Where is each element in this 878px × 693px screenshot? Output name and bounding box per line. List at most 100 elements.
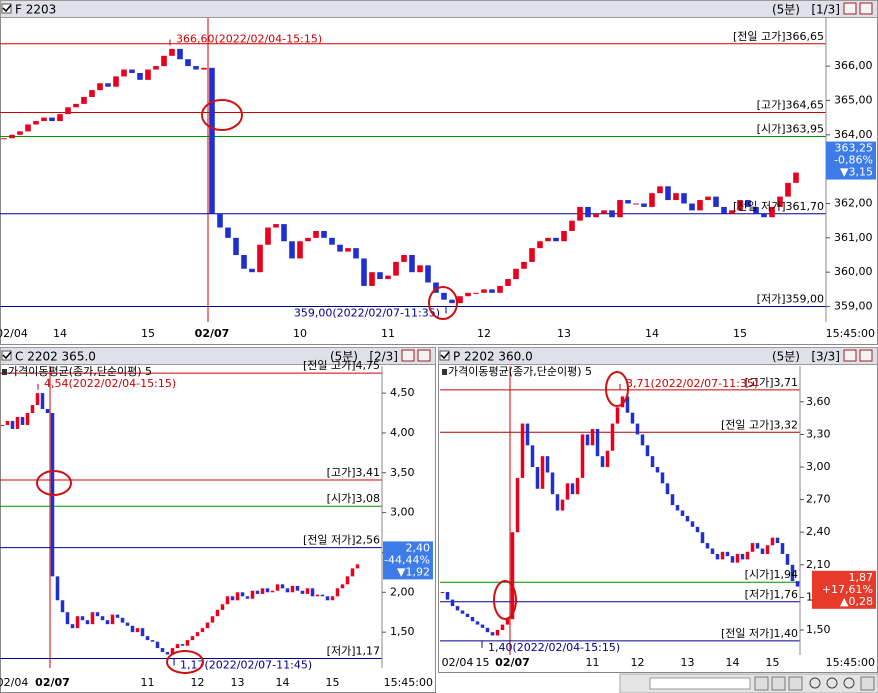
candle: [550, 472, 555, 495]
window-button[interactable]: [843, 349, 857, 362]
candle: [720, 551, 725, 560]
candle: [17, 131, 23, 135]
change-label: ▼1,92: [397, 565, 430, 578]
candle: [655, 467, 660, 473]
candle: [675, 505, 680, 511]
zoom-in[interactable]: [809, 677, 821, 689]
candle: [525, 423, 530, 446]
level-value: 3,41: [356, 466, 381, 479]
candle: [710, 548, 715, 554]
indicator-swatch: [2, 369, 7, 375]
candle: [625, 200, 631, 204]
y-tick-label: 360,00: [834, 265, 873, 278]
level-name: [고가]: [327, 466, 356, 479]
candle: [150, 640, 155, 642]
candle: [545, 237, 551, 242]
candle: [561, 230, 567, 242]
time-label: 15:45:00: [826, 656, 875, 669]
candle: [300, 590, 305, 594]
price-box: [383, 541, 433, 580]
candle: [610, 423, 615, 451]
annotation-label: 366,60(2022/02/04-15:15): [176, 32, 322, 45]
user-ellipses: [36, 99, 629, 674]
window-button[interactable]: [417, 349, 431, 362]
ellipse: [201, 99, 243, 131]
window-button[interactable]: [859, 2, 873, 15]
scroll-pause[interactable]: [771, 676, 786, 691]
checkbox: [439, 350, 450, 361]
candle: [520, 423, 525, 478]
candle: [569, 220, 575, 231]
candle: [337, 244, 343, 252]
y-tick-label: 362,00: [834, 196, 873, 209]
panel-frame: [0, 347, 436, 693]
panel-title: F 2203: [15, 3, 56, 17]
candle: [617, 200, 623, 218]
x-tick-label: 13: [557, 327, 571, 340]
x-tick-label: 14: [276, 676, 290, 689]
candle: [485, 627, 490, 633]
candle: [170, 648, 175, 655]
candle: [445, 591, 450, 600]
candle: [285, 588, 290, 593]
change-label: ▼3,15: [840, 166, 873, 179]
level-value: 361,70: [786, 200, 825, 213]
candle: [325, 596, 330, 601]
candle: [120, 617, 125, 623]
level-label: [전일 저가]1,40: [721, 626, 798, 640]
candle: [129, 69, 135, 73]
candle: [265, 227, 271, 245]
zoom-reset[interactable]: [843, 677, 855, 689]
candle: [641, 203, 647, 207]
window-button[interactable]: [859, 349, 873, 362]
candle: [305, 588, 310, 594]
scroll-right[interactable]: [788, 676, 803, 691]
candle: [41, 117, 47, 122]
candle: [513, 268, 519, 280]
candle: [315, 594, 320, 597]
candle: [345, 248, 351, 252]
scrollbar[interactable]: [649, 677, 751, 690]
candle: [555, 494, 560, 511]
candle: [689, 203, 695, 211]
candle: [730, 556, 735, 563]
zoom-out[interactable]: [826, 677, 838, 689]
candle: [275, 584, 280, 591]
candle: [345, 576, 350, 585]
scroll-left[interactable]: [754, 676, 769, 691]
panel-title: P 2202 360.0: [453, 350, 533, 364]
candle: [777, 196, 783, 207]
candle: [725, 551, 730, 557]
candle: [0, 424, 5, 426]
y-tick-label: 3,00: [806, 460, 831, 473]
level-value: 2,56: [356, 534, 381, 547]
candle: [245, 596, 250, 599]
panel-period: (5분): [772, 3, 800, 17]
candle: [790, 564, 795, 582]
window-button[interactable]: [843, 2, 857, 15]
candle: [650, 456, 655, 468]
panel-title: C 2202 365.0: [15, 350, 96, 364]
price-label: 2,40: [406, 541, 431, 554]
window-button[interactable]: [401, 349, 415, 362]
candle: [705, 196, 711, 201]
candle: [205, 622, 210, 629]
candle: [705, 543, 710, 549]
candle: [289, 241, 295, 259]
candle: [20, 416, 25, 425]
candle: [440, 591, 445, 593]
candle: [565, 483, 570, 500]
candle: [235, 592, 240, 601]
candle: [635, 423, 640, 435]
candle: [433, 282, 439, 293]
level-name: [전일 고가]: [733, 29, 786, 43]
candle: [185, 59, 191, 67]
x-tick-label: 12: [631, 656, 645, 669]
settings[interactable]: [860, 676, 875, 691]
candle: [1, 138, 7, 140]
candle: [535, 467, 540, 489]
candle: [769, 206, 775, 218]
level-name: [고가]: [757, 98, 786, 111]
level-name: [시가]: [757, 123, 786, 136]
annotation-label: 1,17(2022/02/07-11:45): [180, 658, 312, 671]
